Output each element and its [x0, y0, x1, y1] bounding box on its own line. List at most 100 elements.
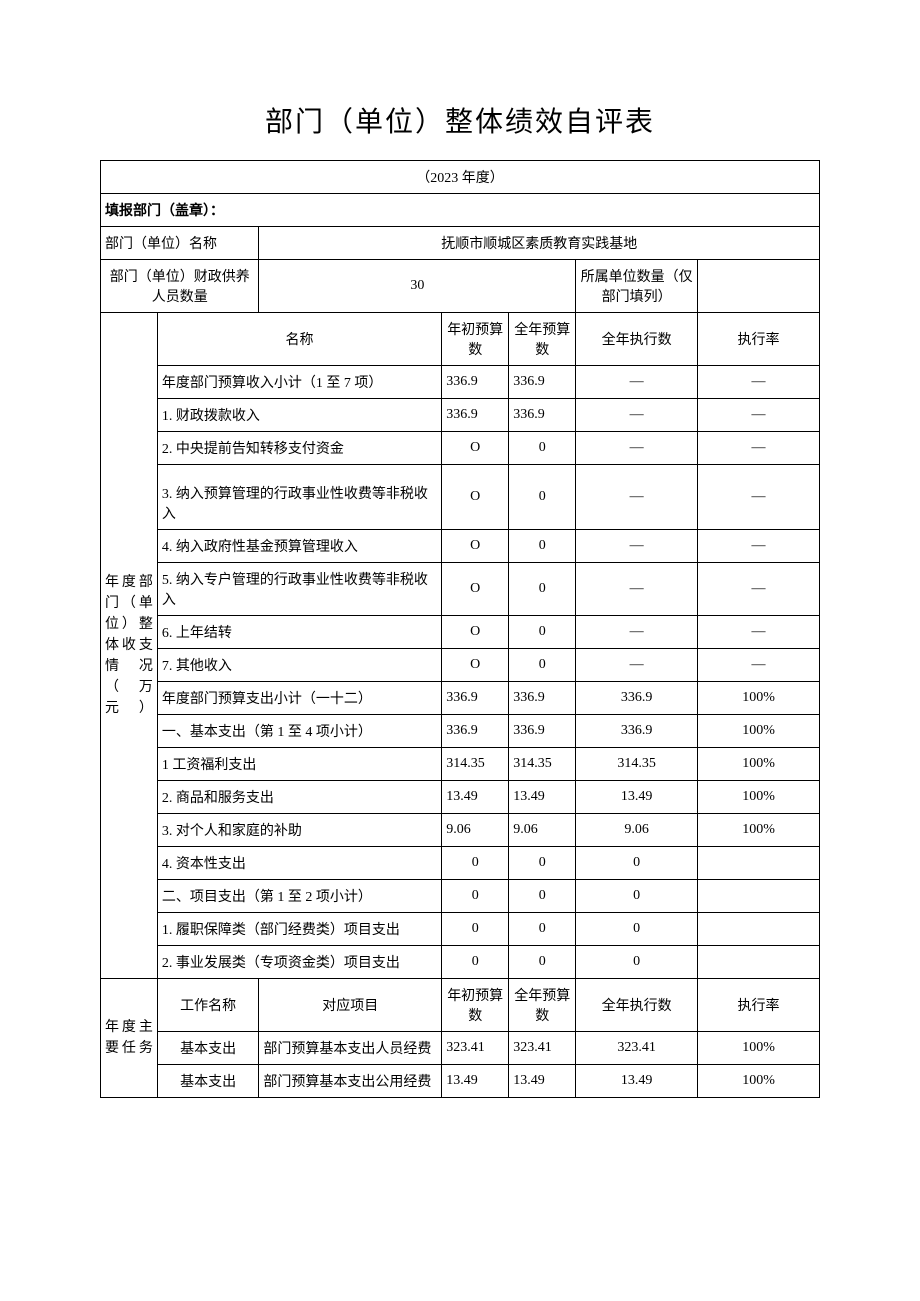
- task-section-label: 年度主要任务: [101, 979, 158, 1098]
- row-e: 0: [576, 847, 698, 880]
- row-r: —: [698, 649, 820, 682]
- row-e: 0: [576, 913, 698, 946]
- row-name: 4. 资本性支出: [157, 847, 441, 880]
- table-row: 基本支出 部门预算基本支出公用经费 13.49 13.49 13.49 100%: [101, 1065, 820, 1098]
- col-full-year: 全年预算数: [509, 979, 576, 1032]
- row-b: 336.9: [442, 715, 509, 748]
- row-f: 336.9: [509, 715, 576, 748]
- row-f: 0: [509, 847, 576, 880]
- row-f: 0: [509, 465, 576, 530]
- row-r: —: [698, 563, 820, 616]
- row-f: 0: [509, 616, 576, 649]
- row-r: [698, 847, 820, 880]
- row-r: 100%: [698, 715, 820, 748]
- row-f: 0: [509, 913, 576, 946]
- budget-section-label: 年度部门（单位）整体收支情况（万元）: [101, 313, 158, 979]
- task-b: 13.49: [442, 1065, 509, 1098]
- row-e: —: [576, 432, 698, 465]
- row-b: O: [442, 432, 509, 465]
- row-r: —: [698, 432, 820, 465]
- row-r: [698, 880, 820, 913]
- row-e: —: [576, 366, 698, 399]
- row-b: O: [442, 530, 509, 563]
- row-f: 336.9: [509, 682, 576, 715]
- row-f: 336.9: [509, 366, 576, 399]
- row-r: 100%: [698, 781, 820, 814]
- row-name: 3. 纳入预算管理的行政事业性收费等非税收入: [157, 465, 441, 530]
- row-name: 1. 财政拨款收入: [157, 399, 441, 432]
- table-row: 7. 其他收入 O 0 — —: [101, 649, 820, 682]
- row-e: —: [576, 563, 698, 616]
- dept-name-label: 部门（单位）名称: [101, 227, 259, 260]
- task-f: 13.49: [509, 1065, 576, 1098]
- task-work: 基本支出: [157, 1032, 259, 1065]
- table-row: 二、项目支出（第 1 至 2 项小计） 0 0 0: [101, 880, 820, 913]
- col-exec-count: 全年执行数: [576, 313, 698, 366]
- row-f: 0: [509, 530, 576, 563]
- row-r: [698, 913, 820, 946]
- row-name: 年度部门预算支出小计（一十二）: [157, 682, 441, 715]
- row-b: O: [442, 649, 509, 682]
- table-row: 一、基本支出（第 1 至 4 项小计） 336.9 336.9 336.9 10…: [101, 715, 820, 748]
- row-name: 1 工资福利支出: [157, 748, 441, 781]
- row-name: 2. 事业发展类（专项资金类）项目支出: [157, 946, 441, 979]
- col-project: 对应项目: [259, 979, 442, 1032]
- row-b: 13.49: [442, 781, 509, 814]
- table-row: 1. 财政拨款收入 336.9 336.9 — —: [101, 399, 820, 432]
- year-row: （2023 年度）: [101, 161, 820, 194]
- row-f: 13.49: [509, 781, 576, 814]
- col-name: 名称: [157, 313, 441, 366]
- row-name: 2. 中央提前告知转移支付资金: [157, 432, 441, 465]
- row-e: —: [576, 530, 698, 563]
- row-e: 13.49: [576, 781, 698, 814]
- row-r: 100%: [698, 814, 820, 847]
- task-e: 13.49: [576, 1065, 698, 1098]
- row-r: —: [698, 530, 820, 563]
- row-f: 0: [509, 432, 576, 465]
- row-f: 0: [509, 946, 576, 979]
- row-f: 0: [509, 563, 576, 616]
- row-r: [698, 946, 820, 979]
- task-proj: 部门预算基本支出人员经费: [259, 1032, 442, 1065]
- col-exec-rate: 执行率: [698, 313, 820, 366]
- row-r: 100%: [698, 682, 820, 715]
- task-r: 100%: [698, 1032, 820, 1065]
- table-row: 6. 上年结转 O 0 — —: [101, 616, 820, 649]
- row-e: 336.9: [576, 682, 698, 715]
- row-b: O: [442, 563, 509, 616]
- row-e: —: [576, 399, 698, 432]
- row-r: —: [698, 399, 820, 432]
- table-row: 年度部门预算收入小计（1 至 7 项） 336.9 336.9 — —: [101, 366, 820, 399]
- table-row: 2. 商品和服务支出 13.49 13.49 13.49 100%: [101, 781, 820, 814]
- task-r: 100%: [698, 1065, 820, 1098]
- budget-header-row: 年度部门（单位）整体收支情况（万元） 名称 年初预算数 全年预算数 全年执行数 …: [101, 313, 820, 366]
- row-e: 314.35: [576, 748, 698, 781]
- page-title: 部门（单位）整体绩效自评表: [100, 100, 820, 140]
- col-exec-count: 全年执行数: [576, 979, 698, 1032]
- sub-unit-value: [698, 260, 820, 313]
- evaluation-table: （2023 年度） 填报部门（盖章）： 部门（单位）名称 抚顺市顺城区素质教育实…: [100, 160, 820, 1098]
- table-row: 3. 纳入预算管理的行政事业性收费等非税收入 O 0 — —: [101, 465, 820, 530]
- task-e: 323.41: [576, 1032, 698, 1065]
- row-b: 336.9: [442, 399, 509, 432]
- row-name: 5. 纳入专户管理的行政事业性收费等非税收入: [157, 563, 441, 616]
- row-b: 314.35: [442, 748, 509, 781]
- filler-label: 填报部门（盖章）：: [101, 194, 820, 227]
- task-header-row: 年度主要任务 工作名称 对应项目 年初预算数 全年预算数 全年执行数 执行率: [101, 979, 820, 1032]
- sub-unit-label: 所属单位数量（仅部门填列）: [576, 260, 698, 313]
- table-row: 2. 中央提前告知转移支付资金 O 0 — —: [101, 432, 820, 465]
- row-name: 年度部门预算收入小计（1 至 7 项）: [157, 366, 441, 399]
- staff-count-value: 30: [259, 260, 576, 313]
- col-work-name: 工作名称: [157, 979, 259, 1032]
- row-b: 336.9: [442, 366, 509, 399]
- row-name: 2. 商品和服务支出: [157, 781, 441, 814]
- row-b: O: [442, 616, 509, 649]
- table-row: 1 工资福利支出 314.35 314.35 314.35 100%: [101, 748, 820, 781]
- filler-row: 填报部门（盖章）：: [101, 194, 820, 227]
- row-r: —: [698, 465, 820, 530]
- row-e: —: [576, 616, 698, 649]
- row-name: 一、基本支出（第 1 至 4 项小计）: [157, 715, 441, 748]
- row-f: 314.35: [509, 748, 576, 781]
- table-row: 1. 履职保障类（部门经费类）项目支出 0 0 0: [101, 913, 820, 946]
- row-b: 0: [442, 880, 509, 913]
